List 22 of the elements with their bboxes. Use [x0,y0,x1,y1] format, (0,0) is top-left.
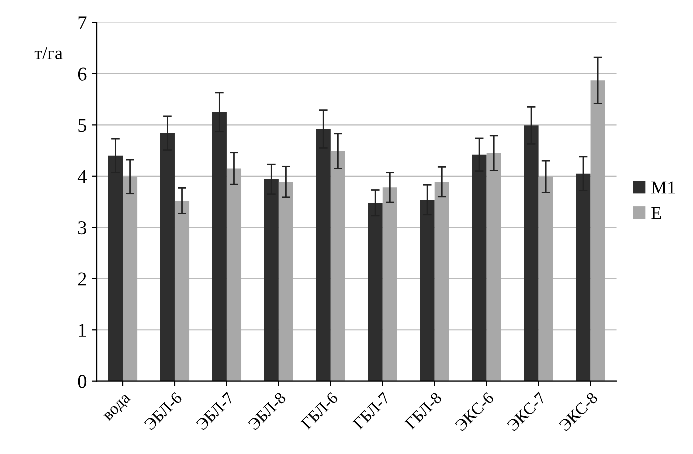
y-tick-label: 4 [78,170,87,184]
y-axis-title: т/га [34,47,63,60]
bar [278,182,294,382]
x-tick-label: вода [104,394,134,424]
y-tick-label: 1 [79,324,86,337]
y-tick-label: 7 [78,16,87,30]
bar [382,188,398,382]
bar [538,176,554,382]
legend-label: M1 [652,182,676,194]
bar [174,201,190,382]
bar [123,176,138,382]
bar [486,153,502,382]
y-tick-label: 0 [78,375,87,388]
y-tick-label: 3 [78,222,87,235]
y-tick-label: 5 [78,119,87,132]
bar [330,151,346,382]
bar [434,182,450,382]
bar [226,168,242,382]
y-tick-label: 2 [78,272,86,286]
bar [590,80,606,382]
legend-label: E [652,207,662,220]
y-tick-label: 6 [78,68,87,81]
